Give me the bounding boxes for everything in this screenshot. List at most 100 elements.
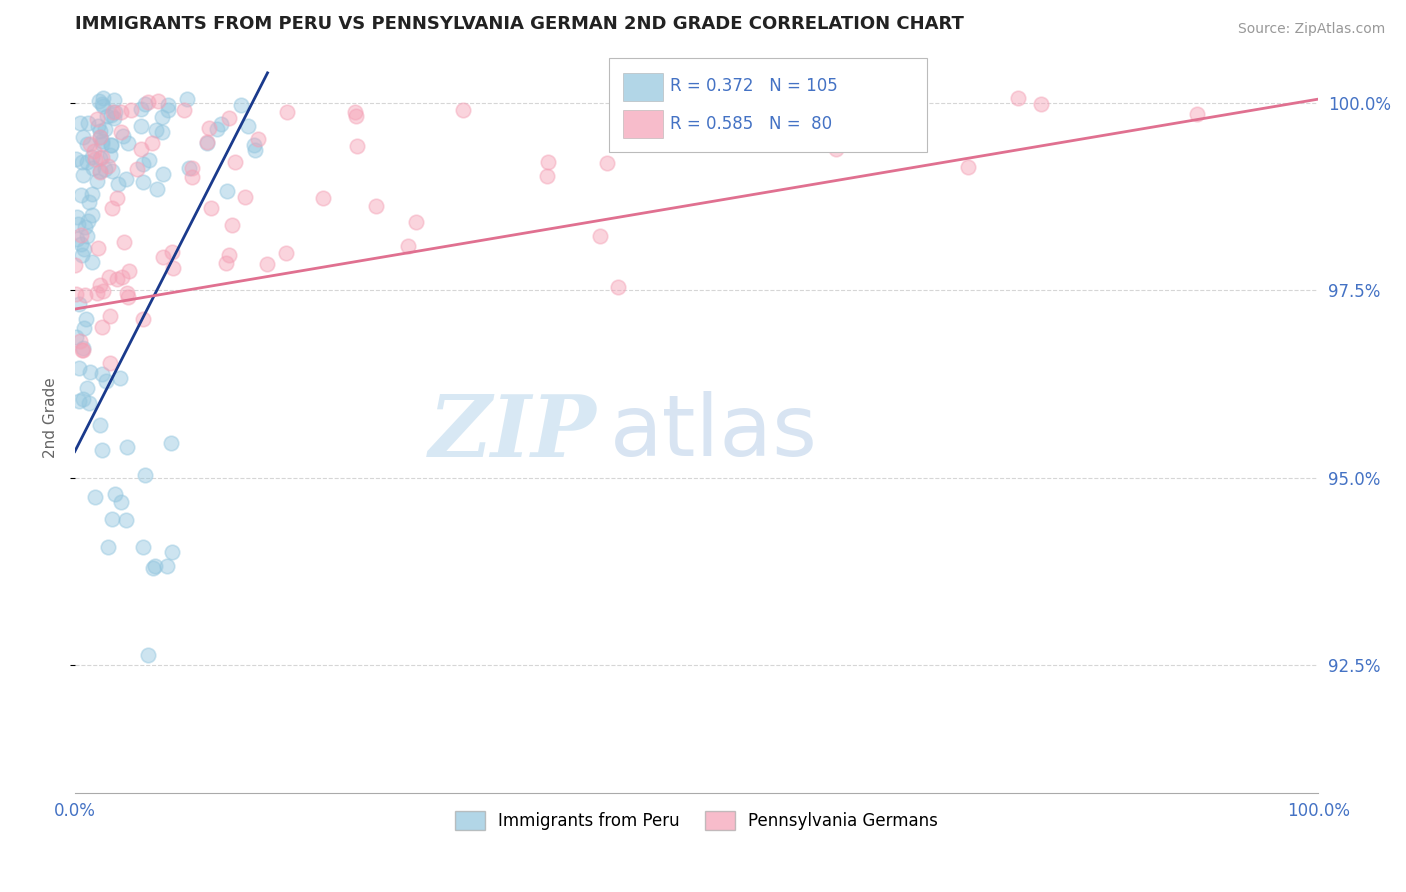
Point xyxy=(104,105,127,120)
Point xyxy=(79,365,101,379)
Point xyxy=(364,199,387,213)
Point xyxy=(82,208,104,222)
Point xyxy=(69,116,91,130)
Text: R = 0.585   N =  80: R = 0.585 N = 80 xyxy=(671,115,832,133)
Point xyxy=(89,417,111,432)
Point xyxy=(84,152,107,166)
Point xyxy=(218,112,240,126)
Point xyxy=(111,269,134,284)
Point xyxy=(69,188,91,202)
Point xyxy=(70,236,93,251)
Point xyxy=(89,130,111,145)
Point xyxy=(98,148,121,162)
Point xyxy=(150,110,173,124)
Point xyxy=(233,190,256,204)
Point xyxy=(65,211,87,225)
Point xyxy=(152,125,174,139)
Point xyxy=(96,541,118,555)
Point xyxy=(131,175,153,189)
Point xyxy=(129,142,152,156)
Point xyxy=(107,178,129,192)
Point xyxy=(221,218,243,232)
Point xyxy=(274,246,297,260)
Point xyxy=(198,121,221,136)
Point xyxy=(141,136,163,150)
Point xyxy=(117,136,139,150)
Point xyxy=(152,167,174,181)
Point xyxy=(125,162,148,177)
Point xyxy=(76,115,98,129)
Point xyxy=(776,136,799,151)
Point xyxy=(214,256,236,270)
Point xyxy=(89,130,111,145)
Point xyxy=(75,311,97,326)
Point xyxy=(136,95,159,110)
Point xyxy=(66,232,89,246)
Point xyxy=(256,257,278,271)
Point xyxy=(76,155,98,169)
Point xyxy=(176,92,198,106)
FancyBboxPatch shape xyxy=(623,111,664,138)
Point xyxy=(86,241,108,255)
Point xyxy=(105,191,128,205)
Point xyxy=(112,235,135,249)
Point xyxy=(91,96,114,111)
Point xyxy=(72,343,94,357)
Point xyxy=(195,136,218,150)
Text: R = 0.372   N = 105: R = 0.372 N = 105 xyxy=(671,78,838,95)
Point xyxy=(103,93,125,107)
Point xyxy=(957,160,980,174)
Point xyxy=(63,258,86,272)
Point xyxy=(77,213,100,227)
Point xyxy=(72,130,94,145)
Point xyxy=(160,245,183,260)
Y-axis label: 2nd Grade: 2nd Grade xyxy=(44,377,58,458)
Point xyxy=(86,286,108,301)
Point xyxy=(209,116,232,130)
Point xyxy=(276,105,298,120)
Point xyxy=(160,545,183,559)
Point xyxy=(195,135,218,149)
Point xyxy=(67,360,90,375)
Point xyxy=(101,163,124,178)
Point xyxy=(152,250,174,264)
Point xyxy=(73,219,96,234)
Point xyxy=(97,269,120,284)
Point xyxy=(76,381,98,395)
Point xyxy=(103,111,125,125)
Point xyxy=(89,165,111,179)
FancyBboxPatch shape xyxy=(623,73,664,101)
Point xyxy=(231,98,253,112)
Point xyxy=(156,98,179,112)
Point xyxy=(89,124,111,138)
Point xyxy=(93,122,115,136)
Point xyxy=(89,164,111,178)
Point xyxy=(86,173,108,187)
Point xyxy=(70,155,93,169)
Point xyxy=(76,136,98,151)
Point xyxy=(1007,91,1029,105)
Point xyxy=(101,104,124,119)
Text: IMMIGRANTS FROM PERU VS PENNSYLVANIA GERMAN 2ND GRADE CORRELATION CHART: IMMIGRANTS FROM PERU VS PENNSYLVANIA GER… xyxy=(75,15,963,33)
Legend: Immigrants from Peru, Pennsylvania Germans: Immigrants from Peru, Pennsylvania Germa… xyxy=(449,805,945,837)
Point xyxy=(72,392,94,407)
Point xyxy=(606,279,628,293)
Point xyxy=(90,134,112,148)
Point xyxy=(114,172,136,186)
Point xyxy=(65,287,87,301)
Point xyxy=(91,442,114,457)
Point xyxy=(396,238,419,252)
Point xyxy=(112,129,135,144)
Point xyxy=(148,94,170,108)
Point xyxy=(146,182,169,196)
Point xyxy=(80,186,103,201)
Point xyxy=(181,169,204,184)
Point xyxy=(84,490,107,504)
Point xyxy=(105,271,128,285)
Point xyxy=(132,312,155,326)
Point xyxy=(82,161,104,176)
Point xyxy=(129,119,152,133)
Point xyxy=(346,139,368,153)
Point xyxy=(117,290,139,304)
Point xyxy=(100,137,122,152)
